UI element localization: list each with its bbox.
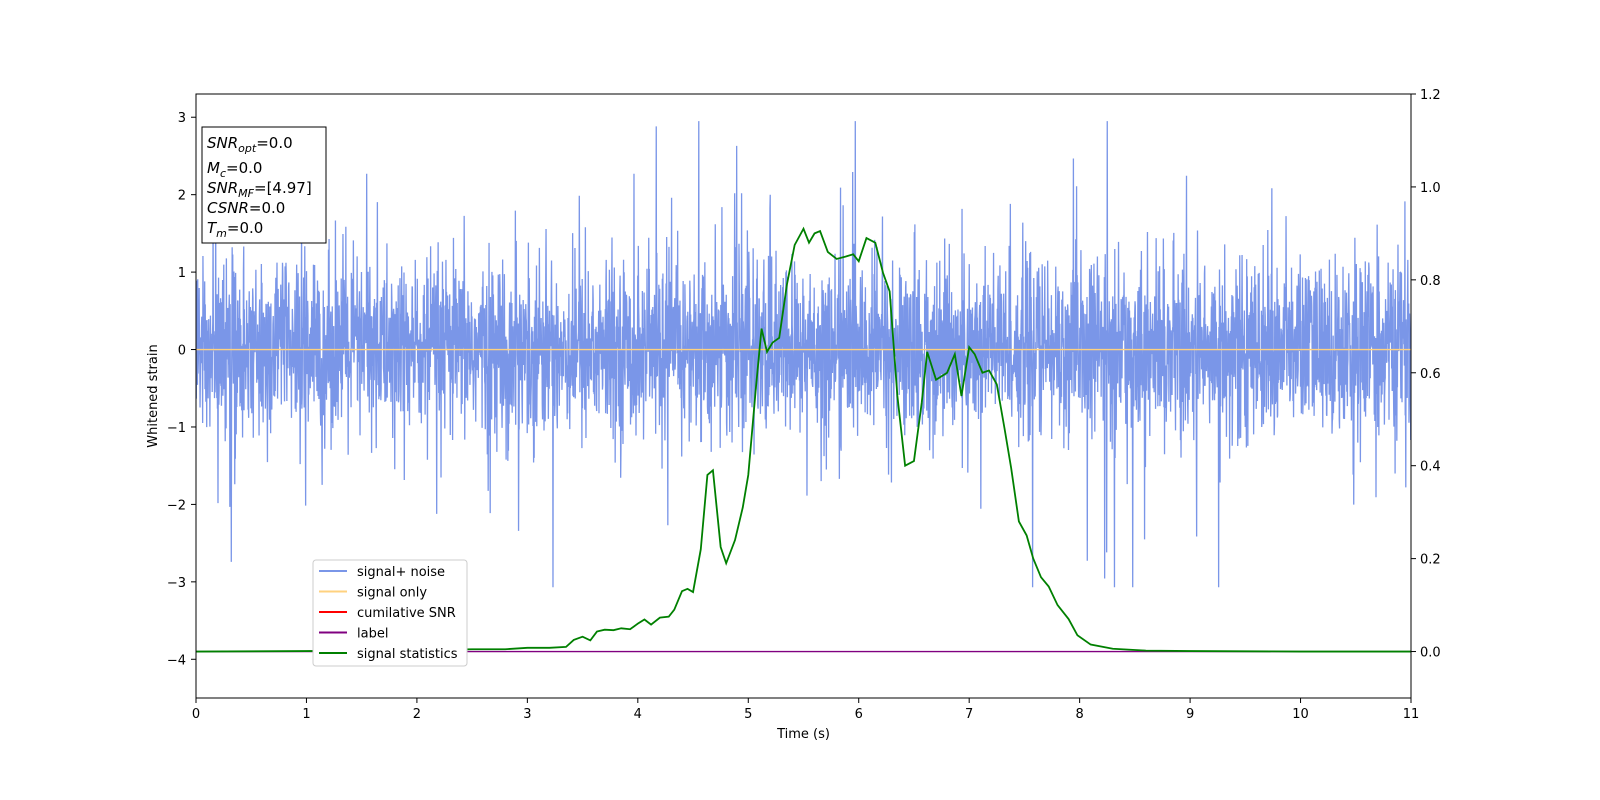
y-tick-label-left: 2 (178, 189, 186, 204)
annotation-line: Mc=0.0 (207, 159, 262, 180)
y-tick-label-right: 1.0 (1420, 181, 1441, 196)
x-tick-label: 5 (744, 707, 752, 722)
y-tick-label-right: 1.2 (1420, 88, 1441, 103)
y-tick-label-left: −2 (167, 498, 186, 513)
y-tick-label-left: −1 (167, 421, 186, 436)
x-tick-label: 7 (965, 707, 973, 722)
y-axis-label-left: Whitened strain (146, 344, 161, 447)
x-tick-label: 11 (1403, 707, 1420, 722)
legend: signal+ noise signal only cumilative SNR la… (312, 559, 468, 667)
series-signal-statistics-line (196, 226, 1411, 653)
legend-entry-label: signal only (357, 586, 427, 601)
x-tick-label: 0 (192, 707, 200, 722)
x-tick-label: 3 (523, 707, 531, 722)
x-tick-label: 9 (1186, 707, 1194, 722)
y-tick-label-right: 0.0 (1420, 646, 1441, 661)
y-tick-label-right: 0.4 (1420, 460, 1441, 475)
x-tick-label: 10 (1292, 707, 1309, 722)
x-tick-label: 4 (634, 707, 642, 722)
y-tick-label-right: 0.8 (1420, 274, 1441, 289)
series-signal-noise-line (196, 121, 1411, 588)
x-tick-label: 1 (302, 707, 310, 722)
y-tick-label-right: 0.6 (1420, 367, 1441, 382)
legend-entry-label: signal+ noise (357, 565, 445, 580)
legend-entry-label: label (357, 627, 388, 642)
annotation-line: SNRopt=0.0 (207, 134, 293, 155)
legend-entry-label: signal statistics (357, 647, 458, 662)
x-axis-label: Time (s) (776, 727, 830, 742)
y-tick-label-left: 0 (178, 344, 186, 359)
legend-entry-label: cumilative SNR (357, 606, 456, 621)
axes-frame (195, 93, 1412, 699)
y-tick-label-left: 3 (178, 111, 186, 126)
annotation-line: Tm=0.0 (207, 219, 263, 240)
y-tick-label-left: −3 (167, 576, 186, 591)
annotation-box-frame (201, 126, 327, 244)
annotation-line: CSNR=0.0 (207, 199, 285, 217)
y-tick-label-left: −4 (167, 653, 186, 668)
x-tick-label: 8 (1075, 707, 1083, 722)
annotation-line: SNRMF=[4.97] (207, 179, 312, 200)
x-tick-label: 6 (855, 707, 863, 722)
legend-frame (312, 559, 468, 667)
axis-ticks: 0 1 2 3 4 5 6 7 8 9 10 11 −4 −3 −2 −1 0 1 2 3 0.0 0.2 0.4 0.6 0.… (167, 88, 1441, 722)
y-tick-label-right: 0.2 (1420, 553, 1441, 568)
x-tick-label: 2 (413, 707, 421, 722)
y-tick-label-left: 1 (178, 266, 186, 281)
